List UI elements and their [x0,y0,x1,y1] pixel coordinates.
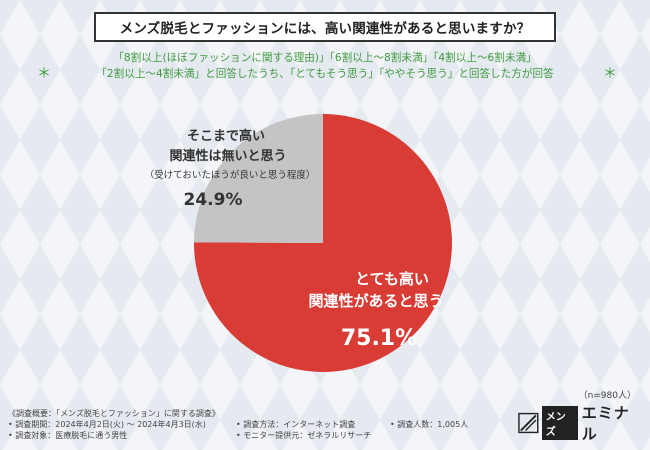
slice-label-high-main: とても高い [355,270,429,288]
footer-col1: 《調査概要：「メンズ脱毛とファッション」に関する調査》 • 調査期間：2024年… [8,408,220,441]
star-left: ＊ [37,66,51,82]
slice-label-low-note: （受けておいたほうが良いと思う程度） [145,169,316,181]
footer-line: 《調査概要：「メンズ脱毛とファッション」に関する調査》 [8,409,220,418]
footer-line: • 調査方法：インターネット調査 [236,420,356,429]
footer-col3: • 調査人数：1,005人 [390,419,468,430]
star-right: ＊ [603,66,617,82]
subtitle-line2: 「2割以上～4割未満」と回答したうち、「とてもそう思う」「ややそう思う」と回答し… [96,68,554,80]
chart-title: メンズ脱毛とファッションには、高い関連性があると思いますか？ [94,12,556,42]
logo-text: エミナル [581,404,630,443]
subtitle-line1: 「8割以上(ほぼファッションに関する理由)」「6割以上～8割未満」「4割以上～6… [113,52,537,64]
slice-value-high: 75.1% [341,326,417,351]
brand-logo: メンズ エミナル [518,404,642,443]
footer-line: • 調査人数：1,005人 [390,420,469,429]
footer-line: • 調査期間：2024年4月2日(火) ～ 2024年4月3日(水) [8,420,206,429]
slice-value-low: 24.9% [184,190,243,210]
pie-slice-not-high [194,114,323,243]
footer-line: • モニター提供元：ゼネラルリサーチ [236,431,372,440]
footer-line: • 調査対象：医療脱毛に通う男性 [8,431,128,440]
logo-box: メンズ [541,406,578,440]
footer-col2: • 調査方法：インターネット調査 • モニター提供元：ゼネラルリサーチ [236,419,371,441]
slice-label-low-sub: 関連性は無いと思う [169,148,286,164]
sample-size-label: （n=980人） [578,391,636,401]
chart-title-text: メンズ脱毛とファッションには、高い関連性があると思いますか？ [119,21,531,37]
slice-label-low-main: そこまで高い [187,128,265,144]
logo-mark-icon [518,412,539,434]
slice-label-high-sub: 関連性があると思う [308,292,443,310]
